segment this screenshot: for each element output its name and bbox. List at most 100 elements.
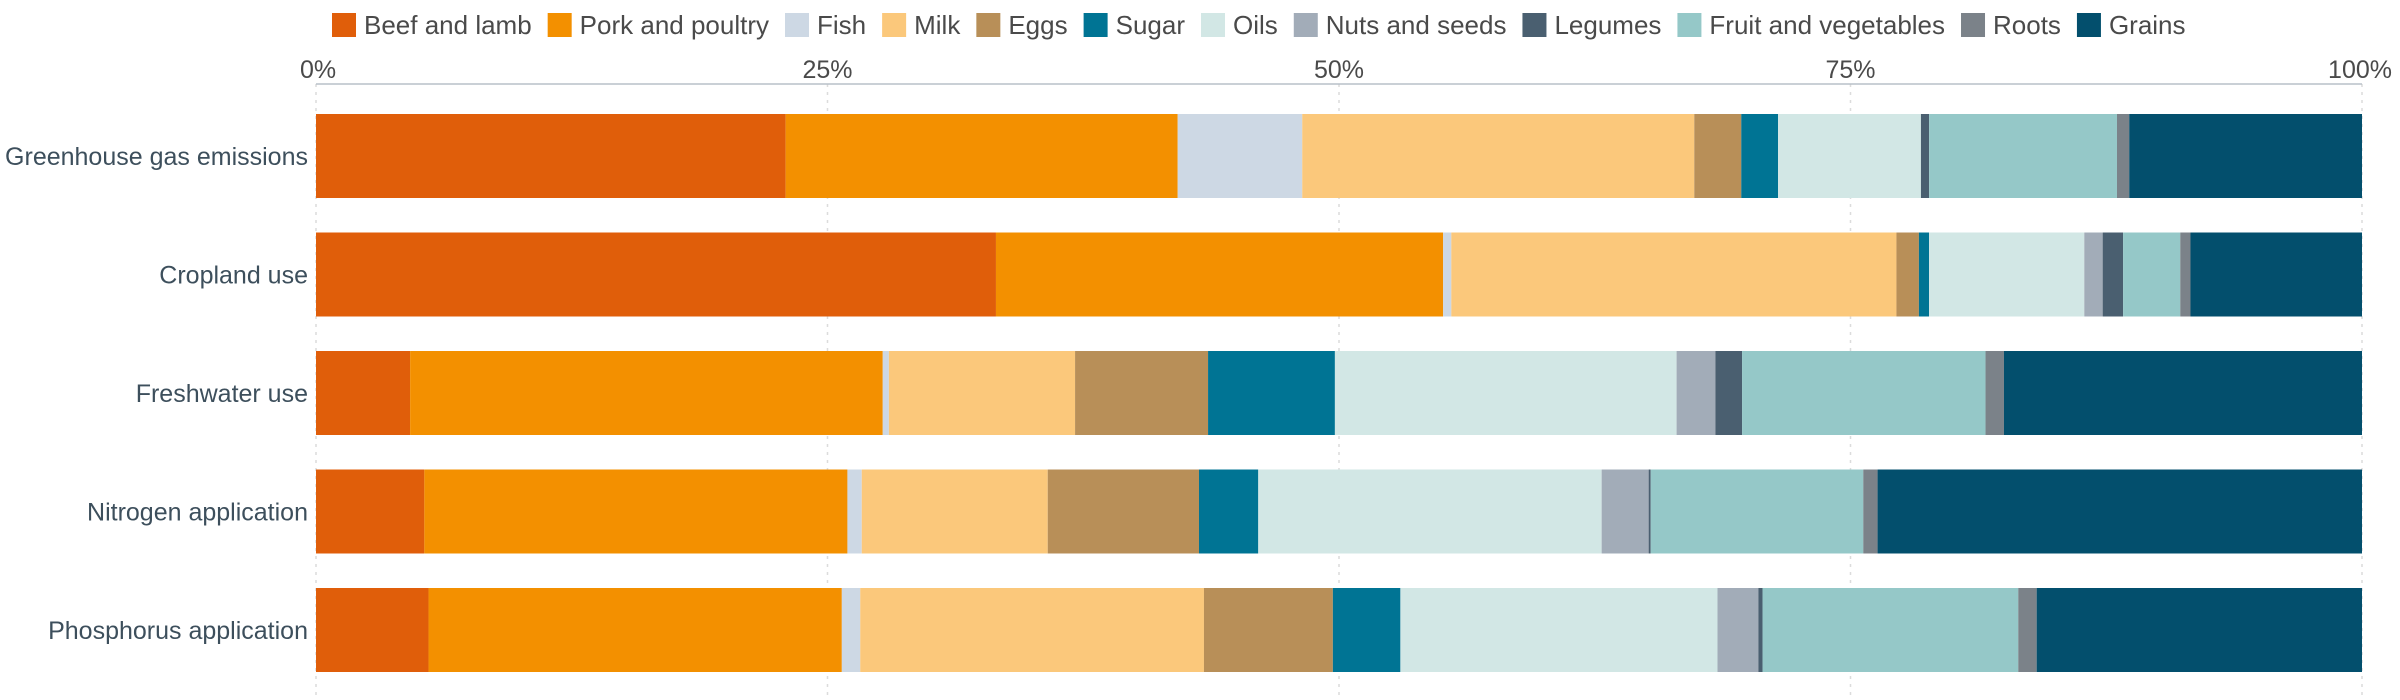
legend-swatch-milk (882, 13, 907, 37)
bar-segment-nitrogen-application-pork-and-poultry (424, 469, 848, 554)
bar-segment-greenhouse-gas-emissions-sugar (1741, 114, 1779, 198)
bar-segment-freshwater-use-milk (888, 351, 1076, 435)
category-label-nitrogen-application: Nitrogen application (87, 499, 308, 527)
legend-label-oils: Oils (1233, 10, 1278, 40)
bar-segment-cropland-use-beef-and-lamb (316, 232, 996, 317)
legend-label-fish: Fish (817, 10, 866, 40)
legend: Beef and lamb Pork and poultry Fish Milk Egg… (332, 10, 2186, 40)
bar-segment-phosphorus-application-fish (841, 588, 861, 672)
x-tick-label-100: 100% (2328, 56, 2392, 84)
bar-segment-cropland-use-oils (1929, 232, 2085, 317)
legend-item-grains: Grains (2076, 10, 2186, 40)
bar-segment-freshwater-use-nuts-and-seeds (1676, 351, 1716, 435)
bar-segment-nitrogen-application-fruit-and-vegetables (1650, 469, 1864, 554)
bar-segment-nitrogen-application-grains (1877, 469, 2362, 554)
bar-segment-phosphorus-application-legumes (1758, 588, 1763, 672)
bar-segment-greenhouse-gas-emissions-fruit-and-vegetables (1929, 114, 2117, 198)
bar-segment-cropland-use-roots (2180, 232, 2191, 317)
bar-segment-freshwater-use-eggs (1075, 351, 1209, 435)
bar-segment-phosphorus-application-grains (2036, 588, 2362, 672)
bar-segment-greenhouse-gas-emissions-eggs (1694, 114, 1742, 198)
legend-item-fruit-and-vegetables: Fruit and vegetables (1677, 10, 1945, 40)
bar-segment-cropland-use-nuts-and-seeds (2084, 232, 2103, 317)
category-label-freshwater-use: Freshwater use (136, 380, 308, 408)
category-label-phosphorus-application: Phosphorus application (48, 617, 308, 645)
legend-item-fish: Fish (785, 10, 866, 40)
bar-segment-nitrogen-application-roots (1863, 469, 1878, 554)
bar-segment-freshwater-use-pork-and-poultry (410, 351, 883, 435)
legend-label-nuts-and-seeds: Nuts and seeds (1326, 10, 1507, 40)
bar-segment-nitrogen-application-oils (1258, 469, 1602, 554)
category-label-cropland-use: Cropland use (159, 262, 308, 290)
x-tick-label-0: 0% (300, 56, 336, 84)
legend-item-pork-and-poultry: Pork and poultry (547, 10, 769, 40)
bar-segment-cropland-use-eggs (1896, 232, 1919, 317)
legend-label-fruit-and-vegetables: Fruit and vegetables (1709, 10, 1945, 40)
y-axis: Greenhouse gas emissions Cropland use Fres… (5, 143, 308, 645)
legend-item-sugar: Sugar (1083, 10, 1186, 40)
bar-segment-freshwater-use-roots (1985, 351, 2004, 435)
legend-label-grains: Grains (2109, 10, 2186, 40)
bar-segment-phosphorus-application-beef-and-lamb (316, 588, 429, 672)
bar-segment-freshwater-use-sugar (1208, 351, 1335, 435)
bar-row-nitrogen-application (316, 469, 2362, 554)
bar-segment-phosphorus-application-nuts-and-seeds (1717, 588, 1759, 672)
legend-label-roots: Roots (1993, 10, 2061, 40)
legend-swatch-fruit-and-vegetables (1677, 13, 1702, 37)
bar-segment-greenhouse-gas-emissions-beef-and-lamb (316, 114, 786, 198)
bar-segment-freshwater-use-grains (2003, 351, 2362, 435)
bar-segment-greenhouse-gas-emissions-grains (2129, 114, 2362, 198)
bar-segment-freshwater-use-fish (882, 351, 889, 435)
bar-segment-phosphorus-application-milk (860, 588, 1204, 672)
legend-item-roots: Roots (1961, 10, 2061, 40)
legend-swatch-grains (2076, 13, 2101, 37)
x-tick-label-50: 50% (1314, 56, 1364, 84)
legend-swatch-beef-and-lamb (332, 13, 356, 37)
category-label-greenhouse-gas-emissions: Greenhouse gas emissions (5, 143, 308, 171)
bar-segment-cropland-use-fruit-and-vegetables (2123, 232, 2181, 317)
bar-segment-cropland-use-fish (1443, 232, 1452, 317)
legend-label-milk: Milk (914, 10, 961, 40)
legend-item-legumes: Legumes (1522, 10, 1661, 40)
legend-item-oils: Oils (1201, 10, 1278, 40)
legend-label-sugar: Sugar (1116, 10, 1186, 40)
bar-segment-phosphorus-application-pork-and-poultry (428, 588, 842, 672)
legend-item-beef-and-lamb: Beef and lamb (332, 10, 532, 40)
bar-segment-cropland-use-legumes (2102, 232, 2124, 317)
legend-label-eggs: Eggs (1008, 10, 1067, 40)
bar-segment-greenhouse-gas-emissions-oils (1778, 114, 1921, 198)
bars (316, 114, 2362, 672)
bar-segment-greenhouse-gas-emissions-legumes (1920, 114, 1930, 198)
bar-segment-greenhouse-gas-emissions-milk (1302, 114, 1695, 198)
x-axis: 0% 25% 50% 75% 100% (300, 56, 2392, 85)
legend-swatch-sugar (1083, 13, 1108, 37)
bar-segment-greenhouse-gas-emissions-fish (1177, 114, 1303, 198)
bar-segment-cropland-use-sugar (1918, 232, 1930, 317)
x-tick-label-75: 75% (1825, 56, 1875, 84)
bar-segment-phosphorus-application-roots (2018, 588, 2037, 672)
legend-item-nuts-and-seeds: Nuts and seeds (1293, 10, 1507, 40)
bar-segment-cropland-use-milk (1451, 232, 1897, 317)
bar-segment-nitrogen-application-beef-and-lamb (316, 469, 425, 554)
bar-segment-nitrogen-application-fish (847, 469, 862, 554)
bar-segment-nitrogen-application-nuts-and-seeds (1601, 469, 1649, 554)
legend-item-milk: Milk (882, 10, 961, 40)
bar-segment-nitrogen-application-milk (861, 469, 1048, 554)
legend-swatch-legumes (1522, 13, 1547, 37)
bar-segment-cropland-use-pork-and-poultry (995, 232, 1444, 317)
bar-segment-phosphorus-application-sugar (1332, 588, 1401, 672)
bar-segment-freshwater-use-oils (1334, 351, 1677, 435)
bar-segment-cropland-use-grains (2190, 232, 2362, 317)
legend-swatch-pork-and-poultry (547, 13, 572, 37)
bar-row-freshwater-use (316, 351, 2362, 435)
bar-segment-greenhouse-gas-emissions-roots (2116, 114, 2130, 198)
bar-segment-freshwater-use-fruit-and-vegetables (1742, 351, 1986, 435)
bar-segment-nitrogen-application-legumes (1648, 469, 1651, 554)
bar-segment-phosphorus-application-fruit-and-vegetables (1762, 588, 2019, 672)
legend-swatch-eggs (976, 13, 1001, 37)
bar-segment-greenhouse-gas-emissions-pork-and-poultry (785, 114, 1178, 198)
legend-swatch-oils (1201, 13, 1225, 37)
x-tick-label-25: 25% (802, 56, 852, 84)
bar-segment-freshwater-use-legumes (1715, 351, 1743, 435)
